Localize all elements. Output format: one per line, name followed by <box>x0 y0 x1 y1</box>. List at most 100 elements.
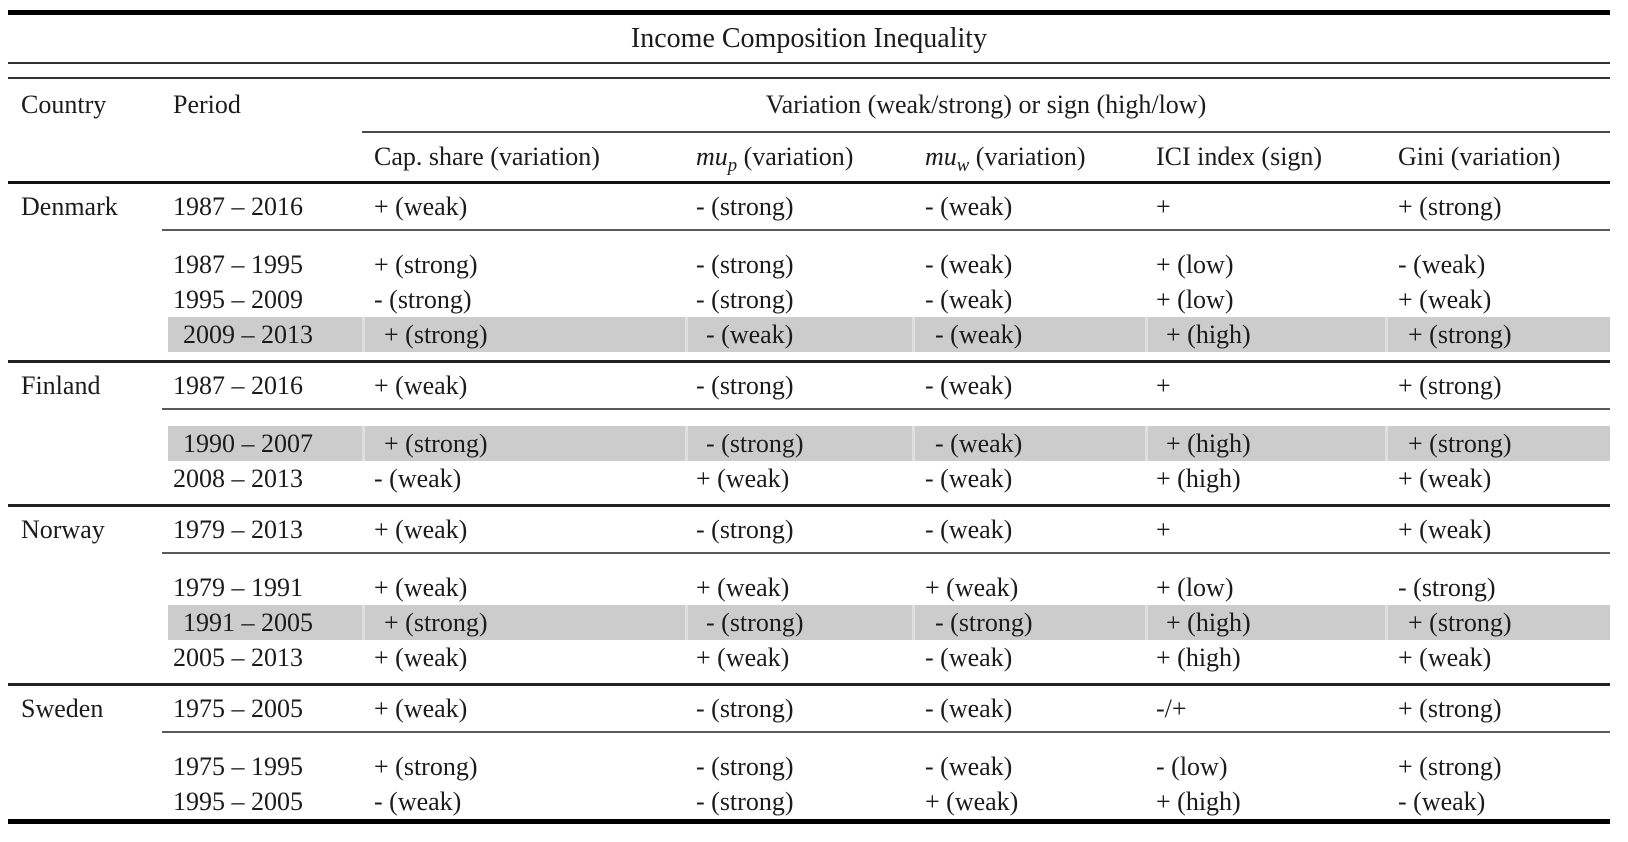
table-row: 2008 – 2013 - (weak) + (weak) - (weak) + (hi… <box>8 461 1610 496</box>
table-row-highlighted: 2009 – 2013 + (strong) - (weak) - (weak) + (… <box>8 317 1610 352</box>
cell-ici: + (low) <box>1156 249 1234 279</box>
cell-mup: + (weak) <box>696 572 790 602</box>
subperiod-partial-rule-row <box>8 408 1610 410</box>
period-cell: 2005 – 2013 <box>173 642 303 672</box>
cell-muw: - (weak) <box>925 370 1013 400</box>
cell-capshare: + (weak) <box>374 370 468 400</box>
cell-ici: -/+ <box>1156 693 1187 723</box>
table-row: 1995 – 2005 - (weak) - (strong) + (weak) + (… <box>8 784 1610 819</box>
title-bottom-rule-2 <box>8 77 1610 79</box>
period-cell: 2009 – 2013 <box>168 317 362 352</box>
section-gap <box>8 231 1610 247</box>
cell-mup: - (strong) <box>696 693 794 723</box>
period-cell: 1987 – 1995 <box>173 249 303 279</box>
section-divider-rule <box>8 504 1610 507</box>
cell-mup: - (strong) <box>696 284 794 314</box>
subperiod-partial-rule <box>162 229 1610 231</box>
period-column-header: Period <box>173 90 241 119</box>
cell-muw: - (weak) <box>912 426 1145 461</box>
section-gap <box>8 496 1610 504</box>
cell-gini: + (strong) <box>1398 191 1502 221</box>
cell-gini: + (strong) <box>1385 426 1610 461</box>
period-cell: 2008 – 2013 <box>173 463 303 493</box>
cell-mup: - (strong) <box>696 370 794 400</box>
cell-ici: + (low) <box>1156 572 1234 602</box>
cell-muw: + (weak) <box>925 786 1019 816</box>
cell-gini: + (strong) <box>1398 751 1502 781</box>
capshare-header-text: Cap. share (variation) <box>374 142 600 171</box>
cell-capshare: - (weak) <box>374 463 462 493</box>
cell-gini: + (strong) <box>1398 693 1502 723</box>
ici-header-text: ICI index (sign) <box>1156 142 1323 171</box>
table-row-highlighted: 1990 – 2007 + (strong) - (strong) - (weak) +… <box>8 426 1610 461</box>
section-divider-rule <box>8 360 1610 363</box>
cell-mup: - (strong) <box>685 605 912 640</box>
cell-ici: + (high) <box>1156 786 1241 816</box>
cell-capshare: + (strong) <box>362 426 685 461</box>
cell-mup: + (weak) <box>696 642 790 672</box>
cell-muw: - (weak) <box>925 693 1013 723</box>
header-bottom-rule <box>8 181 1610 184</box>
period-cell: 1990 – 2007 <box>168 426 362 461</box>
cell-gini: + (weak) <box>1398 284 1492 314</box>
table-title: Income Composition Inequality <box>630 22 988 54</box>
cell-gini: + (weak) <box>1398 642 1492 672</box>
cell-muw: - (weak) <box>925 249 1013 279</box>
cell-capshare: - (weak) <box>374 786 462 816</box>
cell-capshare: + (strong) <box>374 751 478 781</box>
cell-gini: - (strong) <box>1398 572 1496 602</box>
cell-capshare: + (strong) <box>374 249 478 279</box>
country-label: Denmark <box>21 191 118 221</box>
cell-mup: - (strong) <box>696 191 794 221</box>
cell-capshare: + (weak) <box>374 191 468 221</box>
period-cell: 1991 – 2005 <box>168 605 362 640</box>
cell-mup: - (strong) <box>696 786 794 816</box>
table-row-highlighted: 1991 – 2005 + (strong) - (strong) - (strong… <box>8 605 1610 640</box>
capshare-column-header: Cap. share (variation) <box>362 142 685 172</box>
cell-capshare: + (weak) <box>374 572 468 602</box>
cell-ici: + <box>1156 514 1171 544</box>
header-row: Country Period Variation (weak/strong) o… <box>8 79 1610 131</box>
cell-mup: - (weak) <box>685 317 912 352</box>
cell-gini: + (weak) <box>1398 463 1492 493</box>
section-gap <box>8 352 1610 360</box>
table-row: 1975 – 1995 + (strong) - (strong) - (weak) -… <box>8 749 1610 784</box>
country-label: Norway <box>21 514 105 544</box>
period-cell: 1987 – 2016 <box>173 370 303 400</box>
cell-ici: - (low) <box>1156 751 1228 781</box>
cell-ici: + (high) <box>1156 642 1241 672</box>
mup-header-math: mu <box>696 142 728 171</box>
ici-column-header: ICI index (sign) <box>1145 142 1385 172</box>
subperiod-partial-rule-row <box>8 552 1610 554</box>
cell-ici: + (high) <box>1145 605 1385 640</box>
cell-muw: - (weak) <box>925 284 1013 314</box>
table-row: Sweden 1975 – 2005 + (weak) - (strong) - (we… <box>8 686 1610 731</box>
muw-column-header: muw (variation) <box>912 142 1145 175</box>
period-cell: 1979 – 1991 <box>173 572 303 602</box>
table-row: 1987 – 1995 + (strong) - (strong) - (weak) +… <box>8 247 1610 282</box>
cell-muw: - (weak) <box>925 514 1013 544</box>
cell-ici: + <box>1156 191 1171 221</box>
cell-muw: - (strong) <box>912 605 1145 640</box>
gini-header-text: Gini (variation) <box>1398 142 1561 171</box>
cell-mup: - (strong) <box>696 514 794 544</box>
subheader-row: Cap. share (variation) mup (variation) m… <box>8 133 1610 181</box>
table-body: Denmark 1987 – 2016 + (weak) - (strong) - (w… <box>8 184 1610 819</box>
subperiod-partial-rule-row <box>8 229 1610 231</box>
cell-capshare: + (strong) <box>362 317 685 352</box>
cell-gini: + (strong) <box>1398 370 1502 400</box>
table-row: Denmark 1987 – 2016 + (weak) - (strong) - (w… <box>8 184 1610 229</box>
cell-ici: + (high) <box>1156 463 1241 493</box>
period-cell: 1995 – 2009 <box>173 284 303 314</box>
table-row: Norway 1979 – 2013 + (weak) - (strong) - (we… <box>8 507 1610 552</box>
cell-mup: + (weak) <box>696 463 790 493</box>
top-rule <box>8 10 1610 15</box>
period-cell: 1995 – 2005 <box>173 786 303 816</box>
cell-mup: - (strong) <box>685 426 912 461</box>
table-row: 1979 – 1991 + (weak) + (weak) + (weak) + (lo… <box>8 570 1610 605</box>
income-composition-inequality-table: Income Composition Inequality Country Pe… <box>8 10 1610 824</box>
muw-header-math: mu <box>925 142 957 171</box>
period-cell: 1979 – 2013 <box>173 514 303 544</box>
period-cell: 1975 – 1995 <box>173 751 303 781</box>
subperiod-partial-rule <box>162 731 1610 733</box>
